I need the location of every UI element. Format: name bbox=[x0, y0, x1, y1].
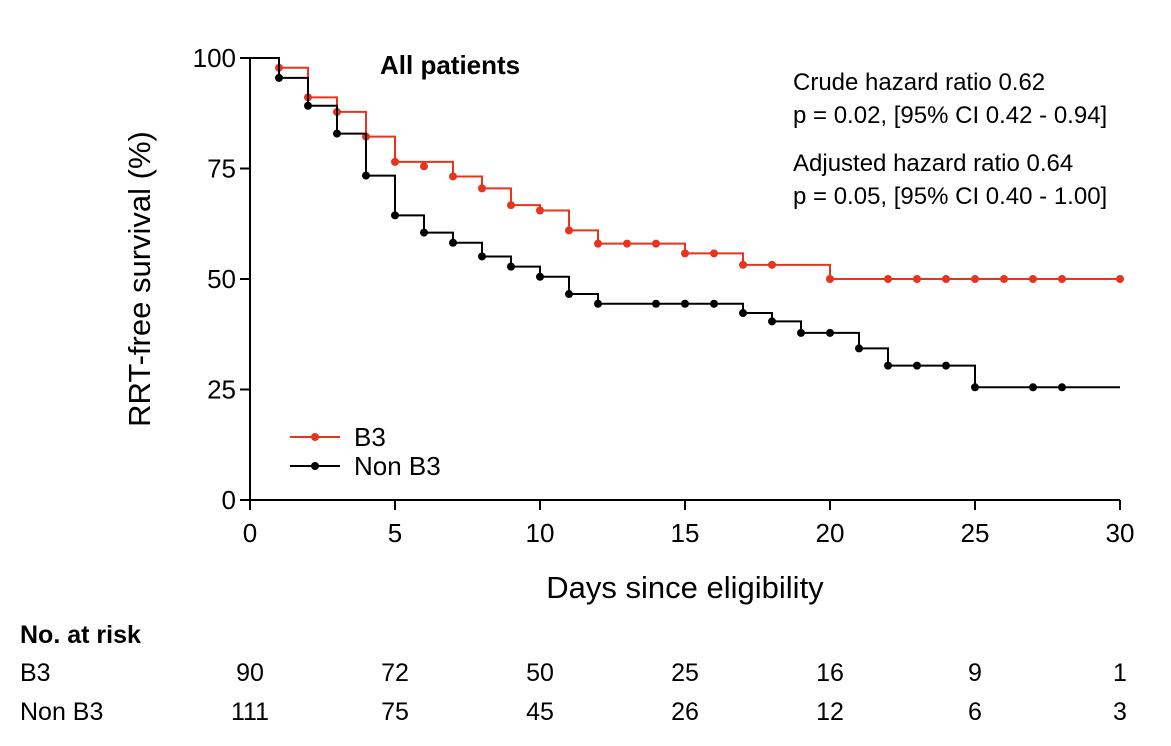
chart-title: All patients bbox=[380, 50, 520, 80]
data-point-b3 bbox=[884, 275, 892, 283]
data-point-non-b3 bbox=[739, 309, 747, 318]
y-tick-label: 0 bbox=[222, 485, 236, 515]
data-point-non-b3 bbox=[971, 383, 979, 392]
data-point-non-b3 bbox=[1058, 383, 1066, 392]
data-point-b3 bbox=[478, 184, 486, 193]
x-tick-label: 10 bbox=[526, 518, 555, 548]
data-point-non-b3 bbox=[884, 361, 892, 370]
x-tick-label: 0 bbox=[243, 518, 257, 548]
data-point-b3 bbox=[913, 275, 921, 283]
data-point-non-b3 bbox=[594, 299, 602, 308]
data-point-b3 bbox=[565, 226, 573, 235]
risk-value-b3: 90 bbox=[236, 659, 264, 687]
legend-label-non-b3: Non B3 bbox=[354, 451, 441, 481]
data-point-b3 bbox=[594, 239, 602, 248]
risk-value-b3: 9 bbox=[968, 659, 982, 687]
data-point-b3 bbox=[1116, 275, 1124, 283]
risk-value-non-b3: 111 bbox=[231, 698, 269, 726]
data-point-b3 bbox=[449, 172, 457, 181]
data-point-b3 bbox=[391, 157, 399, 166]
risk-row-label-b3: B3 bbox=[20, 659, 51, 687]
crude-p-text: p = 0.02, [95% CI 0.42 - 0.94] bbox=[793, 102, 1107, 129]
data-point-b3 bbox=[768, 260, 776, 269]
legend-marker-non-b3 bbox=[311, 462, 319, 470]
risk-value-b3: 1 bbox=[1113, 659, 1127, 687]
data-point-non-b3 bbox=[449, 238, 457, 247]
x-tick-label: 15 bbox=[671, 518, 700, 548]
y-tick-label: 25 bbox=[207, 375, 236, 405]
data-point-b3 bbox=[536, 206, 544, 215]
risk-value-non-b3: 12 bbox=[816, 698, 844, 726]
risk-row-label-non-b3: Non B3 bbox=[20, 698, 103, 726]
adjusted-hr-text: Adjusted hazard ratio 0.64 bbox=[793, 150, 1073, 177]
series-line-b3 bbox=[250, 57, 1120, 280]
risk-value-b3: 16 bbox=[816, 659, 844, 687]
data-point-non-b3 bbox=[913, 361, 921, 370]
data-point-non-b3 bbox=[768, 317, 776, 326]
adjusted-p-text: p = 0.05, [95% CI 0.40 - 1.00] bbox=[793, 183, 1107, 210]
risk-table-header: No. at risk bbox=[20, 621, 141, 649]
data-point-non-b3 bbox=[710, 299, 718, 308]
data-point-b3 bbox=[1029, 275, 1037, 283]
data-point-non-b3 bbox=[275, 73, 283, 82]
y-tick-label: 100 bbox=[193, 43, 236, 73]
data-point-b3 bbox=[1058, 275, 1066, 283]
x-ticks: 0 5 10 15 20 25 30 bbox=[243, 500, 1135, 548]
data-point-non-b3 bbox=[652, 299, 660, 308]
data-point-b3 bbox=[826, 275, 834, 283]
x-axis-title: Days since eligibility bbox=[546, 570, 824, 605]
data-point-b3 bbox=[942, 275, 950, 283]
risk-value-b3: 25 bbox=[671, 659, 699, 687]
data-point-non-b3 bbox=[855, 344, 863, 353]
risk-value-b3: 50 bbox=[526, 659, 554, 687]
risk-value-non-b3: 3 bbox=[1113, 698, 1127, 726]
risk-value-non-b3: 45 bbox=[526, 698, 554, 726]
series-layer bbox=[250, 57, 1124, 392]
data-point-non-b3 bbox=[333, 129, 341, 138]
data-point-non-b3 bbox=[304, 101, 312, 110]
legend-label-b3: B3 bbox=[354, 422, 386, 452]
data-point-b3 bbox=[739, 260, 747, 269]
data-point-non-b3 bbox=[797, 328, 805, 337]
data-point-non-b3 bbox=[565, 290, 573, 299]
x-tick-label: 30 bbox=[1106, 518, 1135, 548]
y-tick-label: 50 bbox=[207, 264, 236, 294]
data-point-non-b3 bbox=[362, 171, 370, 180]
legend: B3 Non B3 bbox=[290, 422, 441, 481]
data-point-non-b3 bbox=[942, 361, 950, 370]
data-point-non-b3 bbox=[478, 252, 486, 261]
risk-value-b3: 72 bbox=[381, 659, 409, 687]
risk-value-non-b3: 75 bbox=[381, 698, 409, 726]
x-tick-label: 20 bbox=[816, 518, 845, 548]
data-point-non-b3 bbox=[420, 228, 428, 237]
x-tick-label: 25 bbox=[961, 518, 990, 548]
crude-hr-text: Crude hazard ratio 0.62 bbox=[793, 69, 1045, 96]
data-point-b3 bbox=[710, 249, 718, 258]
data-point-b3 bbox=[971, 275, 979, 283]
data-point-non-b3 bbox=[681, 299, 689, 308]
risk-value-non-b3: 6 bbox=[968, 698, 982, 726]
series-line-non-b3 bbox=[250, 57, 1120, 389]
legend-marker-b3 bbox=[311, 433, 319, 441]
data-point-b3 bbox=[507, 201, 515, 210]
data-point-non-b3 bbox=[826, 328, 834, 337]
data-point-non-b3 bbox=[391, 211, 399, 220]
y-axis-title: RRT-free survival (%) bbox=[122, 131, 157, 427]
data-point-non-b3 bbox=[1029, 383, 1037, 392]
data-point-non-b3 bbox=[536, 272, 544, 281]
y-tick-label: 75 bbox=[207, 154, 236, 184]
data-point-b3 bbox=[420, 162, 428, 171]
risk-value-non-b3: 26 bbox=[671, 698, 699, 726]
x-tick-label: 5 bbox=[388, 518, 402, 548]
y-ticks: 0 25 50 75 100 bbox=[193, 43, 250, 515]
data-point-b3 bbox=[681, 249, 689, 258]
data-point-non-b3 bbox=[507, 262, 515, 271]
data-point-b3 bbox=[623, 239, 631, 248]
data-point-b3 bbox=[1000, 275, 1008, 283]
data-point-b3 bbox=[652, 239, 660, 248]
